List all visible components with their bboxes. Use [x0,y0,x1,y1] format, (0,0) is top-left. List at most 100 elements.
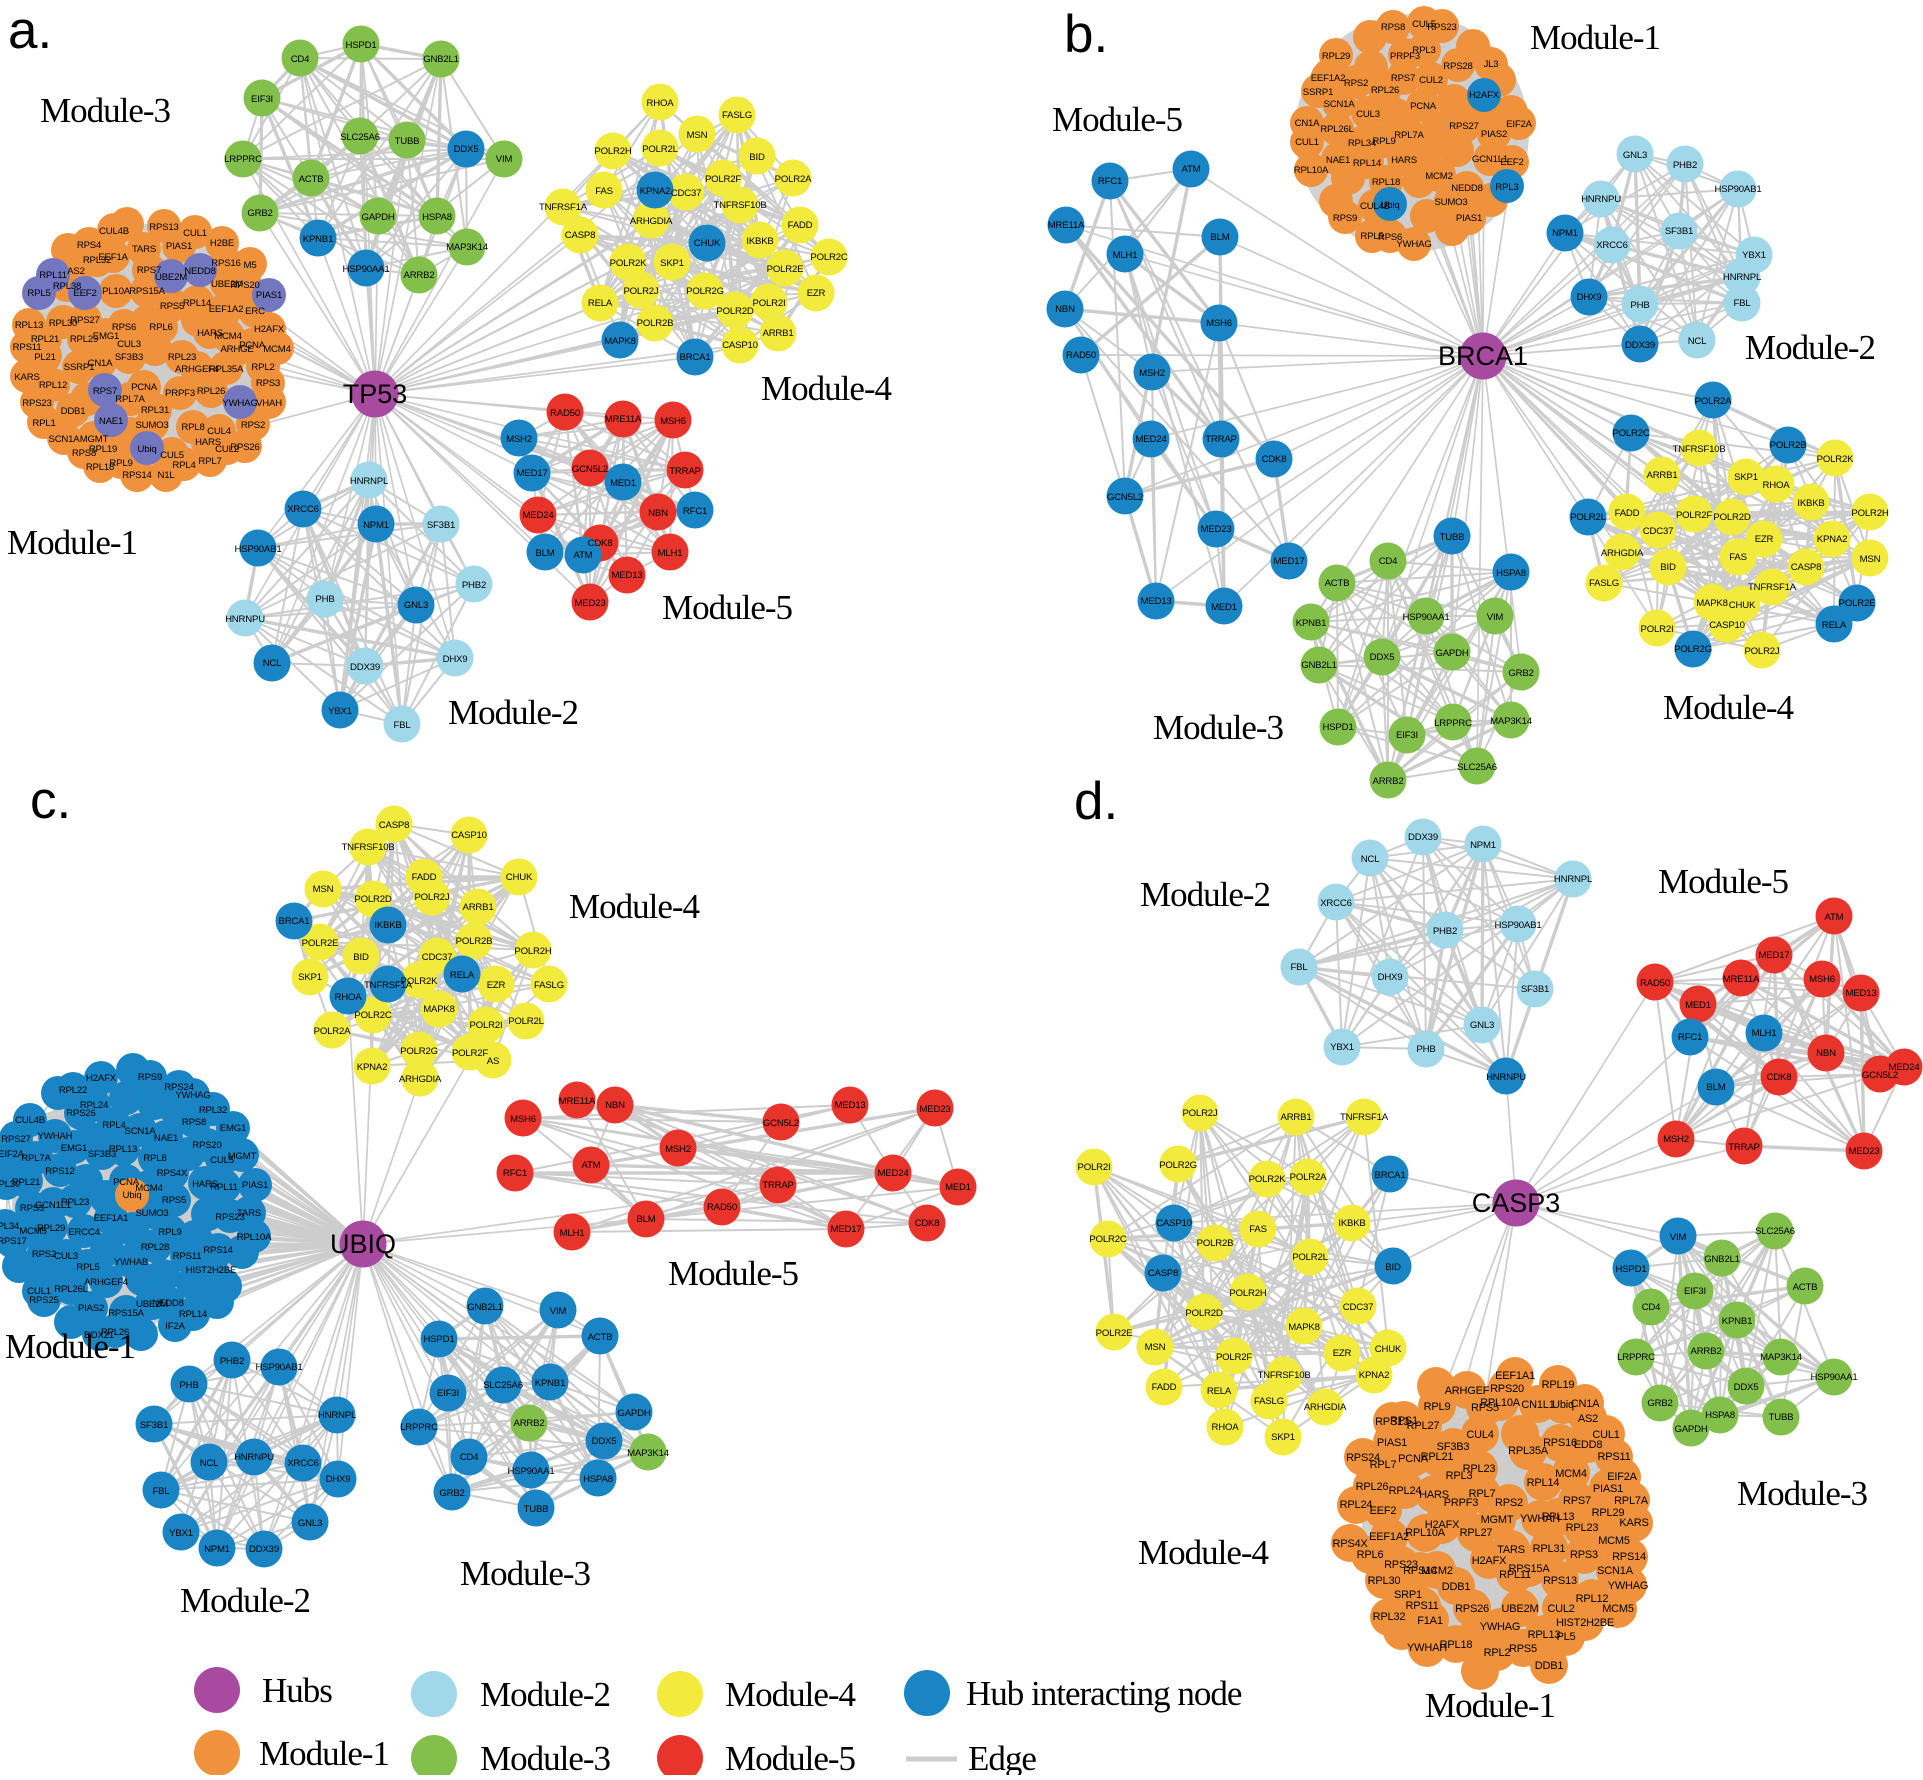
svg-text:RPL7: RPL7 [198,456,221,467]
svg-text:DDX39: DDX39 [249,1544,279,1555]
svg-text:RPS8: RPS8 [1381,22,1405,33]
svg-text:DHX9: DHX9 [443,654,468,665]
svg-text:RPS11: RPS11 [1405,1600,1438,1612]
svg-text:POLR2H: POLR2H [514,946,551,957]
svg-text:MED17: MED17 [831,1224,862,1235]
svg-text:RPS5: RPS5 [162,1195,186,1206]
svg-text:RPS7: RPS7 [93,386,117,397]
svg-text:RPS5: RPS5 [160,301,184,312]
svg-text:RPL9: RPL9 [158,1227,181,1238]
svg-text:YWHAG: YWHAG [1480,1621,1521,1633]
svg-text:RHOA: RHOA [647,98,675,109]
svg-text:RPL31: RPL31 [1533,1543,1566,1555]
svg-text:KPNA2: KPNA2 [640,186,670,197]
svg-text:RPS9: RPS9 [138,1072,162,1083]
svg-text:MED17: MED17 [517,468,548,479]
svg-text:POLR2G: POLR2G [400,1046,438,1057]
svg-text:RPL10A: RPL10A [1480,1397,1521,1409]
svg-text:RPL27: RPL27 [1460,1527,1493,1539]
svg-text:GRB2: GRB2 [1508,668,1533,679]
svg-text:RPS11: RPS11 [13,342,42,353]
svg-text:TNFRSF10B: TNFRSF10B [1672,444,1725,455]
svg-text:EIF2A: EIF2A [1506,119,1532,130]
svg-text:RPS14: RPS14 [1612,1551,1646,1563]
svg-text:HNRNPU: HNRNPU [1581,194,1621,205]
svg-text:RPL13: RPL13 [109,1144,137,1155]
svg-text:RPL30: RPL30 [0,1179,20,1190]
svg-text:HSP90AA1: HSP90AA1 [343,264,390,275]
svg-text:MSH2: MSH2 [506,434,532,445]
svg-text:RELA: RELA [588,298,613,309]
svg-text:CASP8: CASP8 [565,230,595,241]
svg-text:TUBB: TUBB [395,136,420,147]
svg-text:CUL1: CUL1 [183,228,207,239]
svg-text:YBX1: YBX1 [1742,250,1766,261]
svg-text:LRPPRC: LRPPRC [224,154,262,165]
svg-text:RPL7A: RPL7A [1394,130,1424,141]
svg-text:CHUK: CHUK [506,872,533,883]
svg-text:RPS17: RPS17 [0,1236,27,1247]
svg-text:BLM: BLM [636,1214,655,1225]
svg-text:CD4: CD4 [1379,556,1398,567]
svg-text:RPL4: RPL4 [172,460,196,471]
svg-text:NBN: NBN [1055,304,1075,315]
svg-text:NPM1: NPM1 [1552,228,1578,239]
svg-text:FADD: FADD [1615,508,1640,519]
svg-text:MLH1: MLH1 [1113,250,1138,261]
svg-text:HNRNPU: HNRNPU [225,614,265,625]
svg-text:GNB2L1: GNB2L1 [467,1302,503,1313]
svg-text:DDB1: DDB1 [1535,1660,1564,1672]
svg-text:POLR2I: POLR2I [470,1020,503,1031]
svg-text:GNL3: GNL3 [1623,150,1647,161]
svg-text:CUL1: CUL1 [1592,1429,1619,1441]
svg-text:RPL26: RPL26 [197,386,225,397]
svg-text:ERC: ERC [245,306,265,317]
svg-text:NCL: NCL [200,1458,219,1469]
svg-text:RAD50: RAD50 [550,408,580,419]
svg-text:MED13: MED13 [835,1100,866,1111]
svg-text:RFC1: RFC1 [503,1168,527,1179]
svg-text:SCN1A: SCN1A [49,434,81,445]
svg-text:H2AFX: H2AFX [1472,1555,1507,1567]
svg-text:BRCA1: BRCA1 [279,916,310,927]
svg-text:MSH6: MSH6 [660,416,686,427]
svg-text:RPL28: RPL28 [141,1242,169,1253]
svg-text:GRB2: GRB2 [247,208,272,219]
svg-text:TUBB: TUBB [524,1504,549,1515]
svg-text:YBX1: YBX1 [328,706,352,717]
svg-text:POLR2I: POLR2I [1641,624,1674,635]
svg-text:POLR2K: POLR2K [1817,454,1854,465]
svg-text:HSP90AA1: HSP90AA1 [508,1466,555,1477]
svg-text:PCNA: PCNA [1410,101,1437,112]
svg-text:RPL13: RPL13 [15,320,43,331]
svg-text:SLC25A6: SLC25A6 [1457,762,1497,773]
svg-text:POLR2E: POLR2E [302,938,339,949]
svg-text:ARRB2: ARRB2 [404,270,435,281]
svg-text:EMG1: EMG1 [220,1123,246,1134]
svg-text:SUMO3: SUMO3 [135,1208,168,1219]
svg-text:AS: AS [487,1056,499,1067]
svg-text:HSP90AA1: HSP90AA1 [1403,612,1450,623]
svg-text:POLR2I: POLR2I [753,298,786,309]
svg-text:RPL34: RPL34 [0,1221,20,1232]
svg-text:TNFRSF1A: TNFRSF1A [539,202,588,213]
svg-text:NCL: NCL [263,658,282,669]
svg-text:TNFRSF10B: TNFRSF10B [341,842,394,853]
svg-text:GCN5L2: GCN5L2 [1107,492,1143,503]
svg-text:POLR2E: POLR2E [767,264,804,275]
svg-text:PRPF3: PRPF3 [165,388,195,399]
svg-text:CUL1: CUL1 [1295,137,1319,148]
svg-text:RPS2: RPS2 [241,420,265,431]
svg-text:RPS13: RPS13 [149,222,178,233]
svg-text:CUL2: CUL2 [1547,1603,1574,1615]
svg-text:MSN: MSN [313,884,334,895]
svg-text:RPS8: RPS8 [72,448,96,459]
svg-text:EMG1: EMG1 [61,1143,87,1154]
svg-text:PIAS2: PIAS2 [1481,129,1507,140]
svg-text:RPL4: RPL4 [102,1120,126,1131]
svg-text:EEF1A2: EEF1A2 [209,304,244,315]
svg-text:EEF2: EEF2 [1370,1505,1397,1517]
svg-text:AS2: AS2 [67,266,85,277]
svg-text:PRPF3: PRPF3 [1390,51,1420,62]
svg-text:RPS23: RPS23 [1427,22,1456,33]
